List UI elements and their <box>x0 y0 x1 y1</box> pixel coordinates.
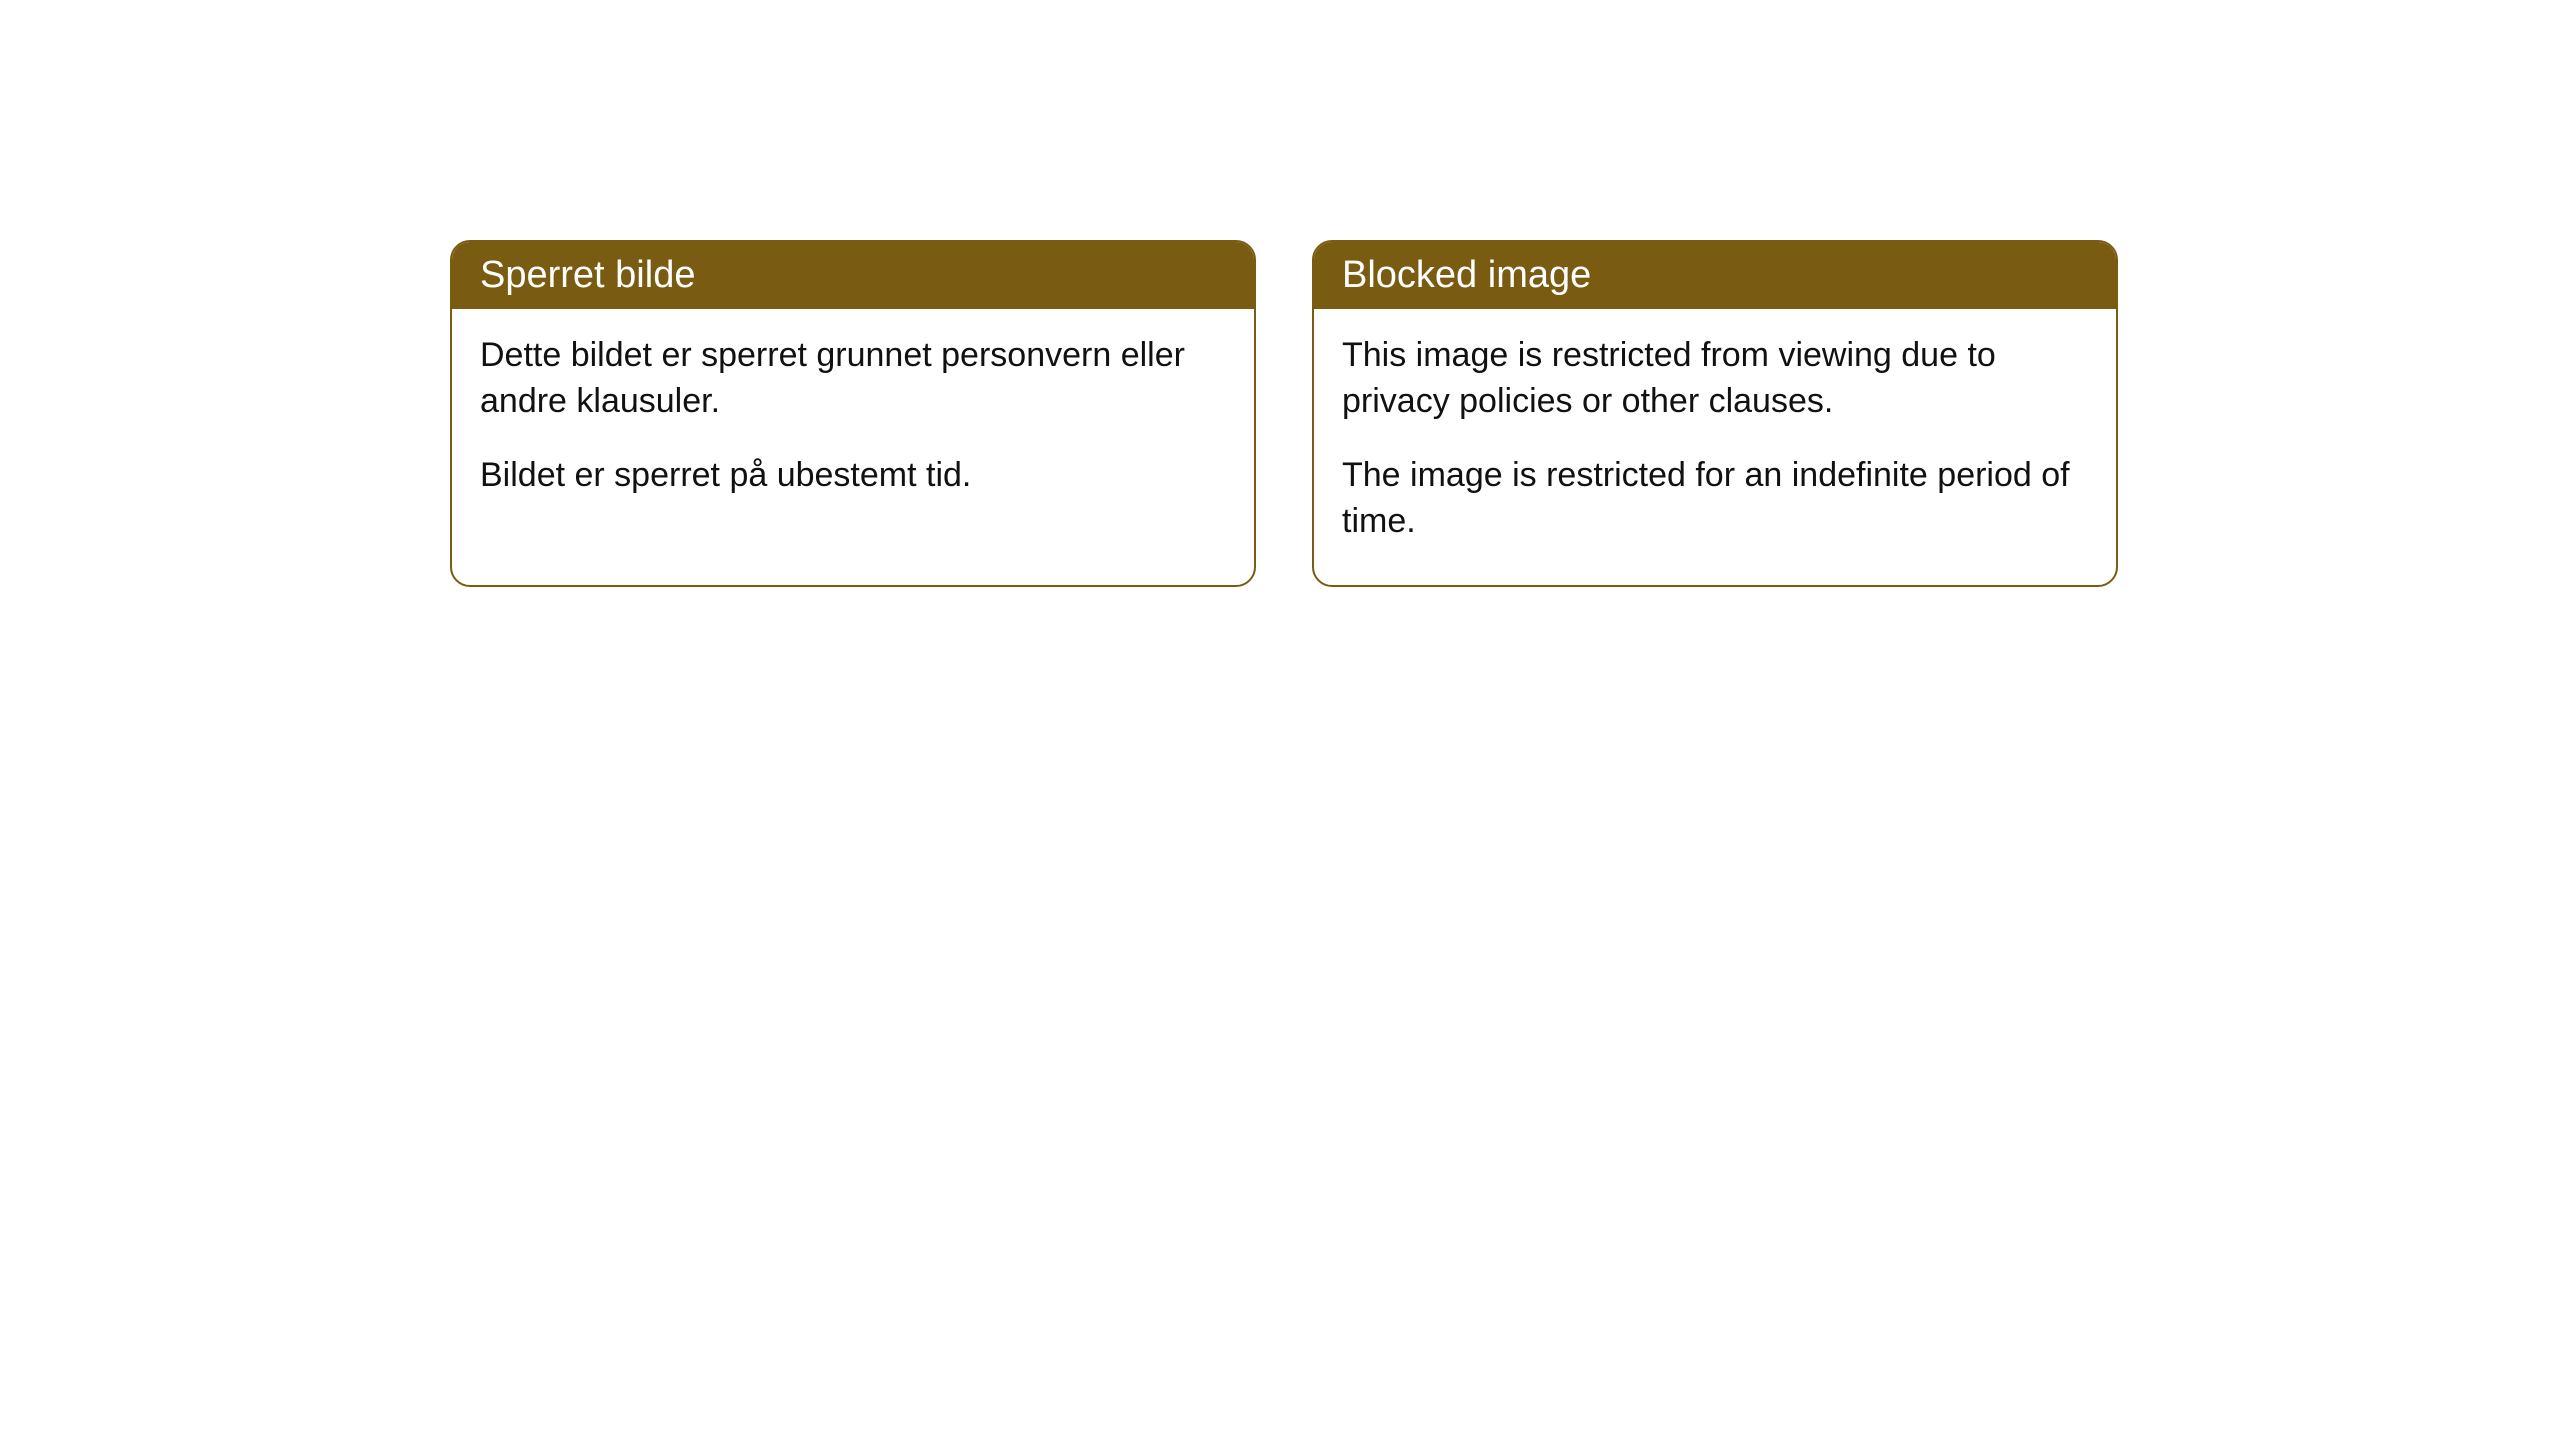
card-header: Blocked image <box>1314 242 2116 309</box>
card-title: Blocked image <box>1342 254 1591 296</box>
card-body: Dette bildet er sperret grunnet personve… <box>452 309 1254 539</box>
notice-card-norwegian: Sperret bilde Dette bildet er sperret gr… <box>450 240 1256 587</box>
card-paragraph: Bildet er sperret på ubestemt tid. <box>480 453 1226 499</box>
card-body: This image is restricted from viewing du… <box>1314 309 2116 585</box>
card-header: Sperret bilde <box>452 242 1254 309</box>
notice-card-english: Blocked image This image is restricted f… <box>1312 240 2118 587</box>
notice-cards-container: Sperret bilde Dette bildet er sperret gr… <box>450 240 2118 587</box>
card-paragraph: This image is restricted from viewing du… <box>1342 333 2088 425</box>
card-paragraph: The image is restricted for an indefinit… <box>1342 453 2088 545</box>
card-paragraph: Dette bildet er sperret grunnet personve… <box>480 333 1226 425</box>
card-title: Sperret bilde <box>480 254 695 296</box>
